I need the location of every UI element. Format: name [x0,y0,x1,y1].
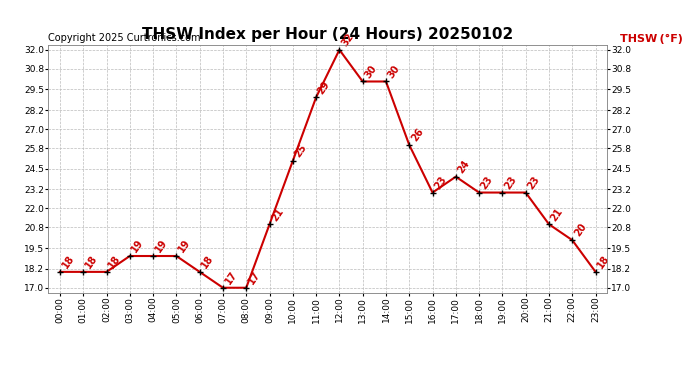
Text: 17: 17 [246,269,262,286]
Text: 23: 23 [479,174,495,191]
Title: THSW Index per Hour (24 Hours) 20250102: THSW Index per Hour (24 Hours) 20250102 [142,27,513,42]
Text: 18: 18 [199,254,216,270]
Text: 19: 19 [130,238,146,254]
Text: 19: 19 [153,238,169,254]
Text: 30: 30 [386,63,402,80]
Text: 18: 18 [83,254,99,270]
Text: 25: 25 [293,142,308,159]
Text: 18: 18 [595,254,611,270]
Text: 20: 20 [572,222,588,238]
Text: 18: 18 [106,254,123,270]
Text: 23: 23 [433,174,448,191]
Text: 18: 18 [60,254,76,270]
Text: 19: 19 [177,238,193,254]
Text: 23: 23 [502,174,518,191]
Text: 26: 26 [409,127,425,143]
Text: 23: 23 [526,174,542,191]
Text: 21: 21 [549,206,565,223]
Text: 17: 17 [223,269,239,286]
Text: THSW (°F): THSW (°F) [620,34,683,44]
Text: 32: 32 [339,32,355,48]
Text: 30: 30 [363,63,379,80]
Text: 29: 29 [316,79,332,96]
Text: 21: 21 [270,206,286,223]
Text: 24: 24 [456,158,472,175]
Text: Copyright 2025 Curtronics.com: Copyright 2025 Curtronics.com [48,33,201,42]
